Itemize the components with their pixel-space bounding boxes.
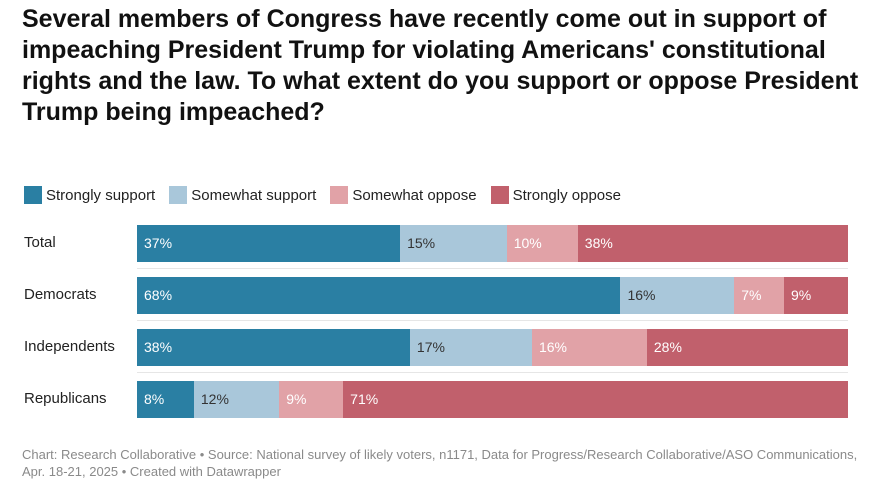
bar-segment-somewhat-support-democrats: 16% <box>620 277 735 314</box>
bar-segment-somewhat-oppose-democrats: 7% <box>734 277 784 314</box>
data-label-strongly-support-republicans: 8% <box>144 391 165 407</box>
row-label-independents: Independents <box>24 338 115 355</box>
data-label-somewhat-oppose-total: 10% <box>513 235 542 251</box>
chart-row-republicans: Republicans 8% 12% 9% 71% <box>0 378 896 418</box>
data-label-strongly-oppose-democrats: 9% <box>790 287 812 303</box>
legend-swatch-strongly-support <box>24 186 42 204</box>
data-label-somewhat-oppose-democrats: 7% <box>741 287 762 303</box>
bar-segment-strongly-support-republicans: 8% <box>137 381 194 418</box>
legend-item-strongly-oppose: Strongly oppose <box>490 186 621 204</box>
data-label-somewhat-support-republicans: 12% <box>200 391 229 407</box>
chart-legend: Strongly support Somewhat support Somewh… <box>24 186 635 204</box>
legend-label-somewhat-support: Somewhat support <box>191 186 317 204</box>
legend-swatch-somewhat-oppose <box>330 186 349 204</box>
data-label-somewhat-oppose-republicans: 9% <box>286 391 307 407</box>
data-label-strongly-support-independents: 38% <box>144 339 173 355</box>
bar-segment-strongly-oppose-republicans: 71% <box>343 381 848 418</box>
data-label-strongly-oppose-total: 38% <box>584 235 613 251</box>
data-label-strongly-oppose-independents: 28% <box>653 339 682 355</box>
bar-segment-somewhat-support-total: 15% <box>400 225 507 262</box>
data-label-strongly-support-total: 37% <box>144 235 173 251</box>
bar-segment-somewhat-oppose-total: 10% <box>506 225 578 262</box>
bar-segment-strongly-oppose-independents: 28% <box>646 329 848 366</box>
bar-segment-strongly-support-democrats: 68% <box>137 277 621 314</box>
bar-democrats: 68% 16% 7% 9% <box>137 277 848 314</box>
bar-segment-strongly-support-total: 37% <box>137 225 401 262</box>
bar-segment-somewhat-support-independents: 17% <box>409 329 532 366</box>
data-label-somewhat-support-independents: 17% <box>416 339 445 355</box>
data-label-somewhat-support-total: 15% <box>407 235 436 251</box>
legend-label-somewhat-oppose: Somewhat oppose <box>352 186 477 204</box>
legend-label-strongly-oppose: Strongly oppose <box>512 186 621 204</box>
legend-swatch-somewhat-support <box>169 186 188 204</box>
bar-segment-somewhat-oppose-republicans: 9% <box>279 381 344 418</box>
chart-row-democrats: Democrats 68% 16% 7% 9% <box>0 274 896 314</box>
legend-item-somewhat-oppose: Somewhat oppose <box>330 186 477 204</box>
bar-segment-strongly-oppose-democrats: 9% <box>783 277 848 314</box>
bar-segment-somewhat-oppose-independents: 16% <box>531 329 647 366</box>
chart-row-total: Total 37% 15% 10% 38% <box>0 222 896 262</box>
chart-title: Several members of Congress have recentl… <box>22 5 859 126</box>
legend-swatch-strongly-oppose <box>490 186 509 204</box>
row-label-democrats: Democrats <box>24 286 97 303</box>
row-divider <box>137 268 848 269</box>
legend-item-strongly-support: Strongly support <box>24 186 155 204</box>
data-label-strongly-support-democrats: 68% <box>144 287 173 303</box>
bar-independents: 38% 17% 16% 28% <box>137 329 848 366</box>
bar-segment-strongly-support-independents: 38% <box>137 329 410 366</box>
legend-label-strongly-support: Strongly support <box>46 186 156 204</box>
row-label-total: Total <box>24 234 56 251</box>
bar-segment-somewhat-support-republicans: 12% <box>193 381 280 418</box>
row-divider <box>137 372 848 373</box>
row-label-republicans: Republicans <box>24 390 107 407</box>
data-label-somewhat-support-democrats: 16% <box>627 287 656 303</box>
row-divider <box>137 320 848 321</box>
bar-total: 37% 15% 10% 38% <box>137 225 848 262</box>
chart-footer: Chart: Research Collaborative • Source: … <box>22 447 858 479</box>
legend-item-somewhat-support: Somewhat support <box>169 186 316 204</box>
data-label-somewhat-oppose-independents: 16% <box>538 339 568 355</box>
stacked-bar-chart: Total 37% 15% 10% 38% Democrats 68% 16% 7% 9% Inde… <box>0 222 896 422</box>
bar-republicans: 8% 12% 9% 71% <box>137 381 848 418</box>
bar-segment-strongly-oppose-total: 38% <box>577 225 848 262</box>
chart-row-independents: Independents 38% 17% 16% 28% <box>0 326 896 366</box>
data-label-strongly-oppose-republicans: 71% <box>350 391 379 407</box>
